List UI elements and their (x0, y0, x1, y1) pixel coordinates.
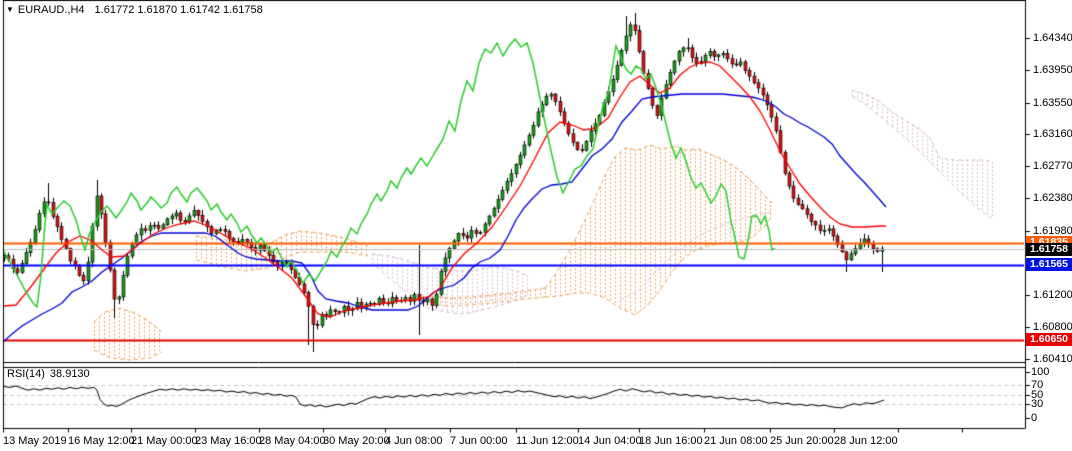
rsi-tick-label: 100 (1031, 365, 1050, 378)
rsi-value: 38.9130 (49, 368, 90, 380)
price-tick-label: 1.63160 (1033, 128, 1072, 141)
ohlc-values: 1.61772 1.61870 1.61742 1.61758 (94, 4, 263, 16)
time-tick-label: 4 Jun 08:00 (385, 435, 443, 447)
price-tick-label: 1.61200 (1033, 288, 1072, 301)
price-badge-bid: 1.61758 (1026, 242, 1072, 256)
price-tick-label: 1.62380 (1033, 192, 1072, 205)
price-tick-label: 1.63950 (1033, 63, 1072, 76)
rsi-tick-label: 70 (1031, 379, 1044, 392)
time-tick-label: 23 May 16:00 (195, 435, 262, 447)
time-tick-label: 13 May 2019 (3, 435, 67, 447)
time-tick-label: 21 May 00:00 (131, 435, 198, 447)
time-tick-label: 30 May 20:00 (323, 435, 390, 447)
time-tick-label: 16 May 12:00 (68, 435, 135, 447)
symbol-dropdown-icon[interactable]: ▼ (6, 5, 14, 14)
symbol-period-label: EURAUD.,H4 (17, 4, 85, 16)
time-tick-label: 7 Jun 00:00 (450, 435, 508, 447)
price-tick-label: 1.63550 (1033, 96, 1072, 109)
price-badge-lower-support: 1.60650 (1026, 333, 1072, 346)
rsi-tick-label: 50 (1031, 388, 1044, 401)
price-tick-label: 1.60410 (1033, 353, 1072, 366)
rsi-indicator-label: RSI(14) 38.9130 (7, 368, 90, 380)
rsi-tick-label: 0 (1031, 412, 1038, 425)
rsi-name: RSI(14) (7, 368, 45, 380)
time-tick-label: 18 Jun 16:00 (639, 435, 703, 447)
price-tick-label: 1.61980 (1033, 224, 1072, 237)
rsi-tick-label: 30 (1031, 398, 1044, 411)
price-tick-label: 1.64340 (1033, 32, 1072, 45)
time-tick-label: 28 May 04:00 (259, 435, 326, 447)
time-tick-label: 28 Jun 12:00 (834, 435, 898, 447)
symbol-ohlc-header: ▼ EURAUD.,H4 1.61772 1.61870 1.61742 1.617… (6, 4, 263, 16)
price-badge-support: 1.61565 (1026, 258, 1072, 272)
price-tick-label: 1.60800 (1033, 321, 1072, 334)
time-tick-label: 21 Jun 08:00 (704, 435, 768, 447)
time-tick-label: 11 Jun 12:00 (516, 435, 579, 447)
price-tick-label: 1.62770 (1033, 160, 1072, 173)
time-tick-label: 14 Jun 04:00 (578, 435, 642, 447)
time-tick-label: 25 Jun 20:00 (770, 435, 834, 447)
